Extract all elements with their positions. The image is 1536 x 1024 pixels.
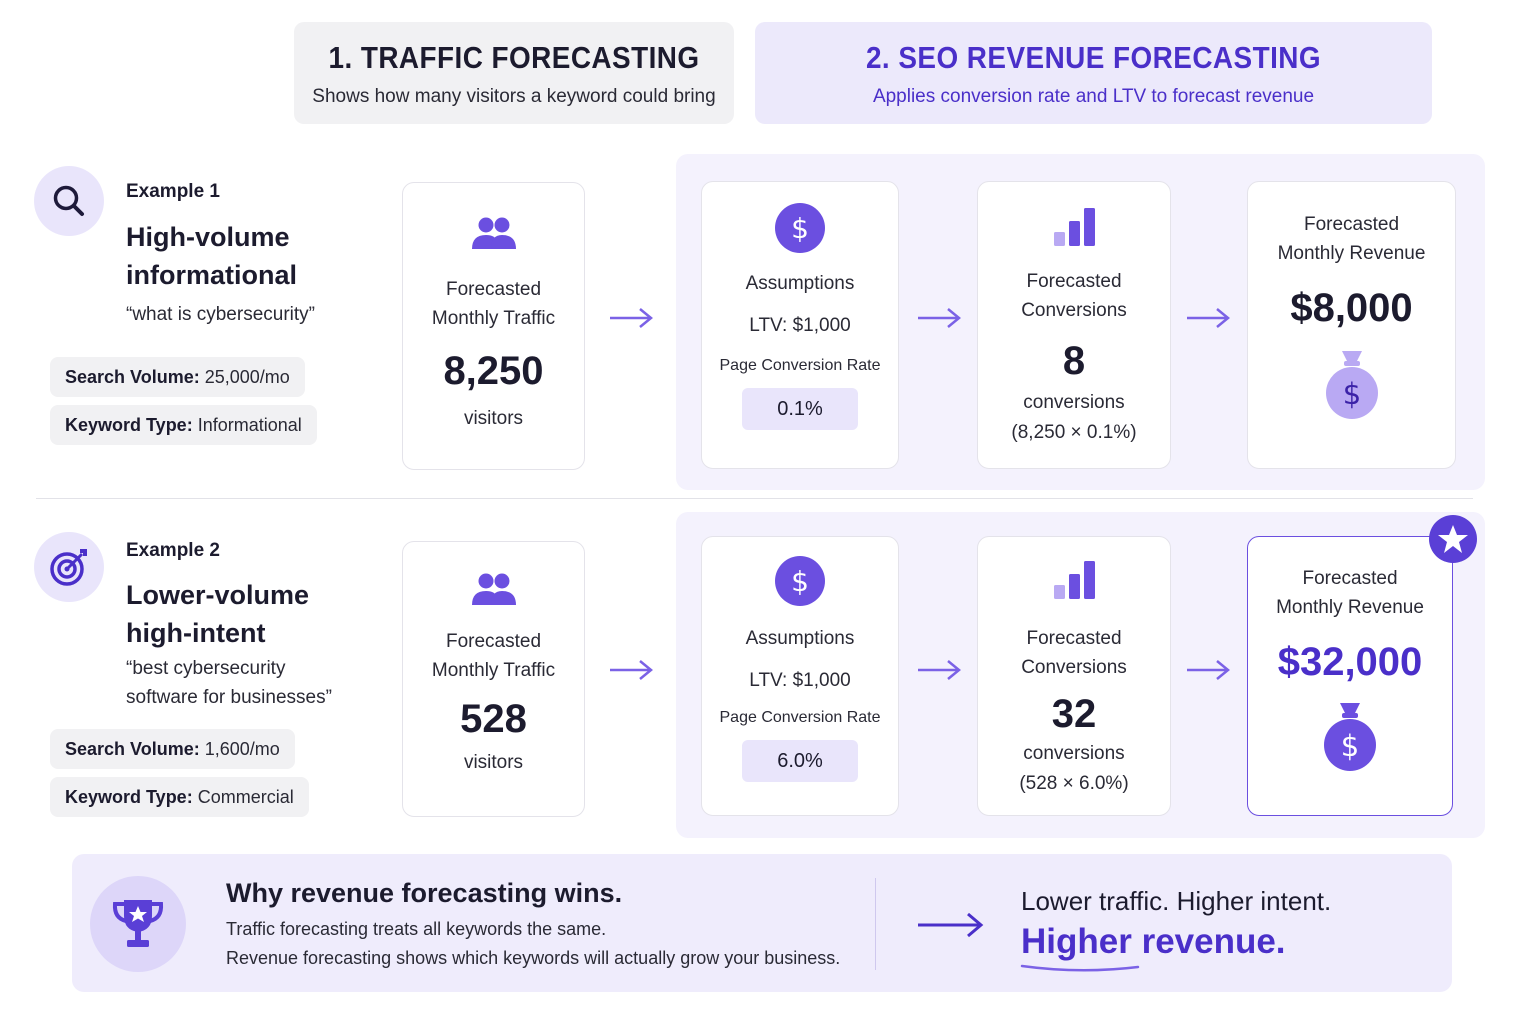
revenue-forecasting-subtitle: Applies conversion rate and LTV to forec… xyxy=(872,86,1315,107)
star-badge-icon xyxy=(1429,515,1477,563)
arrow-right-icon xyxy=(918,308,961,328)
revenue-label: Forecasted Monthly Revenue xyxy=(1277,214,1426,264)
example-2-label: Example 2 xyxy=(126,540,220,561)
traffic-forecasting-subtitle: Shows how many visitors a keyword could … xyxy=(312,86,716,107)
conversions-label: Forecasted Conversions xyxy=(1021,271,1127,321)
conversions-value: 32 xyxy=(1051,692,1097,736)
example-1-assumptions-card: $ Assumptions LTV: $1,000 Page Conversio… xyxy=(701,181,899,469)
search-icon xyxy=(34,166,104,236)
summary-banner xyxy=(72,854,1452,992)
banner-line-1: Traffic forecasting treats all keywords … xyxy=(226,919,607,939)
svg-text:$: $ xyxy=(791,212,809,245)
arrow-right-icon xyxy=(918,660,961,680)
svg-text:$: $ xyxy=(1341,729,1359,763)
example-2-revenue-card: Forecasted Monthly Revenue $32,000 $ xyxy=(1247,536,1453,816)
arrow-right-icon xyxy=(610,308,653,328)
revenue-value: $8,000 xyxy=(1290,286,1413,330)
example-1-query: “what is cybersecurity” xyxy=(126,304,315,325)
underline-swoosh xyxy=(1020,964,1140,972)
money-bag-icon: $ xyxy=(1248,699,1452,778)
trophy-icon xyxy=(90,876,186,972)
bar-chart-icon xyxy=(978,206,1170,253)
example-1-keyword-type: Keyword Type: Informational xyxy=(50,405,317,445)
conversion-rate-label: Page Conversion Rate xyxy=(719,709,881,726)
svg-text:$: $ xyxy=(791,565,809,598)
target-icon xyxy=(34,532,104,602)
svg-text:$: $ xyxy=(1342,377,1360,411)
example-2-search-volume: Search Volume: 1,600/mo xyxy=(50,729,295,769)
example-2-assumptions-card: $ Assumptions LTV: $1,000 Page Conversio… xyxy=(701,536,899,816)
conversions-unit: conversions xyxy=(1023,392,1125,413)
arrow-right-icon xyxy=(1187,660,1230,680)
assumptions-title: Assumptions xyxy=(745,273,855,294)
section-divider xyxy=(36,498,1473,499)
banner-line-2: Revenue forecasting shows which keywords… xyxy=(226,948,841,968)
revenue-value: $32,000 xyxy=(1277,640,1423,684)
example-1-label: Example 1 xyxy=(126,181,220,202)
example-1-search-volume: Search Volume: 25,000/mo xyxy=(50,357,305,397)
revenue-forecasting-title: 2. SEO REVENUE FORECASTING xyxy=(865,40,1322,75)
conversion-rate-label: Page Conversion Rate xyxy=(719,357,881,374)
assumptions-ltv: LTV: $1,000 xyxy=(749,315,851,336)
example-1-traffic-card: Forecasted Monthly Traffic 8,250 visitor… xyxy=(402,182,585,470)
banner-tagline-2: Higher revenue. xyxy=(1021,922,1286,961)
dollar-circle-icon: $ xyxy=(702,202,898,259)
arrow-right-icon xyxy=(918,912,984,938)
example-2-title: Lower-volume high-intent xyxy=(126,580,310,648)
traffic-forecasting-title: 1. TRAFFIC FORECASTING xyxy=(328,40,700,75)
example-2-keyword-type: Keyword Type: Commercial xyxy=(50,777,309,817)
assumptions-title: Assumptions xyxy=(745,628,855,649)
example-1-revenue-card: Forecasted Monthly Revenue $8,000 $ xyxy=(1247,181,1456,469)
traffic-value: 8,250 xyxy=(443,349,544,393)
conversions-value: 8 xyxy=(1062,339,1086,383)
example-1-conversions-card: Forecasted Conversions 8 conversions (8,… xyxy=(977,181,1171,469)
traffic-unit: visitors xyxy=(463,752,524,773)
revenue-forecasting-header: 2. SEO REVENUE FORECASTING Applies conve… xyxy=(755,22,1432,124)
example-2-traffic-card: Forecasted Monthly Traffic 528 visitors xyxy=(402,541,585,817)
traffic-label: Forecasted Monthly Traffic xyxy=(431,631,556,681)
banner-title: Why revenue forecasting wins. xyxy=(226,878,623,908)
revenue-label: Forecasted Monthly Revenue xyxy=(1276,568,1424,618)
arrow-right-icon xyxy=(1187,308,1230,328)
example-2-query: “best cybersecurity software for busines… xyxy=(126,658,332,708)
assumptions-ltv: LTV: $1,000 xyxy=(749,670,851,691)
users-icon xyxy=(403,569,584,614)
bar-chart-icon xyxy=(978,559,1170,606)
conversions-label: Forecasted Conversions xyxy=(1021,628,1127,678)
conversions-unit: conversions xyxy=(1023,743,1125,764)
conversions-formula: (528 × 6.0%) xyxy=(1019,773,1129,794)
arrow-right-icon xyxy=(610,660,653,680)
traffic-unit: visitors xyxy=(463,408,524,429)
example-2-conversions-card: Forecasted Conversions 32 conversions (5… xyxy=(977,536,1171,816)
traffic-forecasting-header: 1. TRAFFIC FORECASTING Shows how many vi… xyxy=(294,22,734,124)
banner-separator xyxy=(875,878,876,970)
dollar-circle-icon: $ xyxy=(702,555,898,612)
conversion-rate-value: 6.0% xyxy=(742,740,858,782)
users-icon xyxy=(403,213,584,258)
traffic-value: 528 xyxy=(460,697,527,741)
banner-tagline-1: Lower traffic. Higher intent. xyxy=(1021,886,1332,916)
conversions-formula: (8,250 × 0.1%) xyxy=(1011,422,1137,443)
money-bag-icon: $ xyxy=(1248,347,1455,426)
conversion-rate-value: 0.1% xyxy=(742,388,858,430)
example-1-title: High-volume informational xyxy=(126,222,298,290)
traffic-label: Forecasted Monthly Traffic xyxy=(431,279,556,329)
